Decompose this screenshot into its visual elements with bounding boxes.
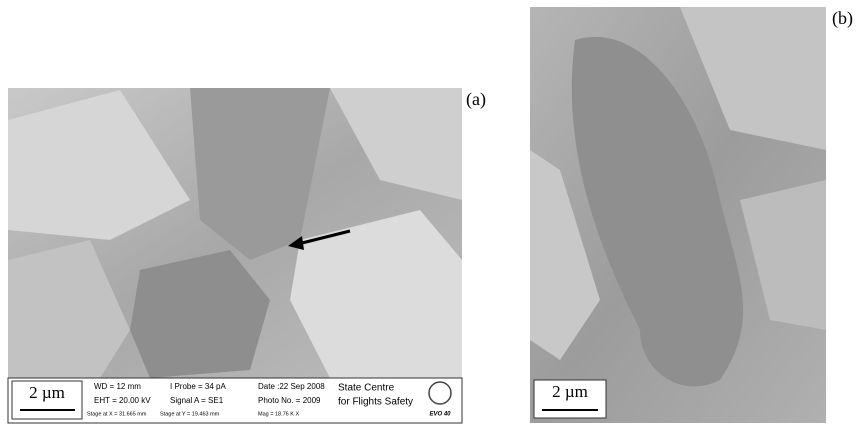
info-text: EHT = 20.00 kV: [94, 396, 151, 405]
info-text: Stage at Y = 19.463 mm: [160, 411, 220, 417]
scale-label: 2 µm: [552, 382, 588, 401]
panel-a: 2 µm WD = 12 mm EHT = 20.00 kV Stage at …: [8, 88, 462, 423]
figure: 2 µm WD = 12 mm EHT = 20.00 kV Stage at …: [0, 0, 864, 428]
info-text: for Flights Safety: [338, 397, 413, 408]
info-text: I Probe = 34 pA: [170, 382, 226, 391]
info-text: Stage at X = 31.665 mm: [87, 411, 147, 417]
info-text: Mag = 18.76 K X: [258, 411, 299, 417]
info-text: Date :22 Sep 2008: [258, 382, 325, 391]
panel-label: (b): [832, 8, 853, 29]
panel-b: 2 µm: [530, 7, 826, 423]
info-text: State Centre: [338, 383, 395, 394]
panel-label: (a): [466, 89, 486, 110]
info-text: EVO 40: [429, 412, 451, 418]
scale-label: 2 µm: [29, 383, 65, 402]
info-text: WD = 12 mm: [94, 382, 141, 391]
info-text: Signal A = SE1: [170, 396, 224, 405]
info-text: Photo No. = 2009: [258, 396, 321, 405]
